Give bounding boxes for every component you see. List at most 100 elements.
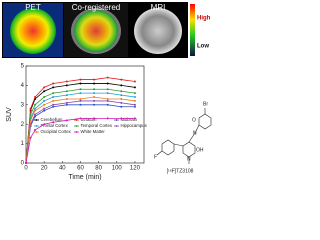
data-point xyxy=(43,96,46,99)
legend-marker xyxy=(115,119,118,121)
data-point xyxy=(34,129,37,132)
data-point xyxy=(93,92,96,95)
legend-marker xyxy=(75,131,78,133)
data-point xyxy=(29,136,32,139)
y-tick-label: 5 xyxy=(21,64,25,70)
colorbar-low: Low xyxy=(197,44,209,50)
atom: N xyxy=(193,130,197,136)
data-point xyxy=(52,86,55,89)
plot-frame xyxy=(25,65,145,164)
legend-label: Cerebellum xyxy=(41,117,63,122)
x-tick-label: 80 xyxy=(95,166,102,172)
y-tick-label: 4 xyxy=(21,83,25,89)
data-point xyxy=(106,92,109,95)
data-point xyxy=(133,103,136,106)
data-point xyxy=(120,90,123,93)
legend-marker xyxy=(35,125,38,127)
colorbar xyxy=(190,4,195,56)
data-point xyxy=(133,99,136,102)
data-point xyxy=(65,90,68,93)
bond xyxy=(194,124,200,134)
ring xyxy=(198,113,212,130)
legend-label: White Matter xyxy=(81,129,106,134)
data-point xyxy=(52,103,55,106)
atom: N xyxy=(187,156,191,162)
data-point xyxy=(52,105,55,108)
data-point xyxy=(133,86,136,89)
brain-images: PET Co-registered MRI High Low xyxy=(2,2,211,58)
data-point xyxy=(43,99,46,102)
data-point xyxy=(65,103,68,106)
atom: OH xyxy=(196,147,204,153)
legend-label: Occipital Cortex xyxy=(41,129,72,134)
data-point xyxy=(79,88,82,91)
data-point xyxy=(93,88,96,91)
data-point xyxy=(79,117,82,120)
data-point xyxy=(79,103,82,106)
y-tick-label: 0 xyxy=(21,161,25,167)
data-point xyxy=(43,123,46,126)
y-tick-label: 3 xyxy=(21,102,25,108)
data-point xyxy=(93,117,96,120)
x-tick-label: 20 xyxy=(41,166,48,172)
data-point xyxy=(52,96,55,99)
colorbar-high: High xyxy=(197,16,211,22)
coreg-brain xyxy=(74,10,118,52)
data-point xyxy=(65,119,68,122)
bond xyxy=(173,143,184,147)
data-point xyxy=(79,99,82,102)
atom: O xyxy=(192,117,196,123)
data-point xyxy=(43,107,46,110)
legend-label: Midbrain xyxy=(121,117,138,122)
data-point xyxy=(52,92,55,95)
panel-label: MRI xyxy=(151,3,166,12)
legend-label: Striatum xyxy=(81,117,97,122)
data-point xyxy=(65,84,68,87)
data-point xyxy=(43,109,46,112)
data-point xyxy=(93,99,96,102)
x-axis-label: Time (min) xyxy=(68,174,101,181)
ring xyxy=(161,139,175,156)
legend-label: Temporal Cortex xyxy=(81,123,113,128)
data-point xyxy=(34,109,37,112)
data-point xyxy=(34,96,37,99)
legend-label: Hippocampus xyxy=(121,123,147,128)
x-tick-label: 120 xyxy=(130,166,141,172)
data-point xyxy=(106,82,109,85)
x-tick-label: 0 xyxy=(24,166,28,172)
ring xyxy=(182,141,196,158)
data-point xyxy=(120,78,123,81)
data-point xyxy=(106,103,109,106)
data-point xyxy=(65,94,68,97)
data-point xyxy=(34,107,37,110)
data-point xyxy=(93,96,96,99)
data-point xyxy=(120,105,123,108)
data-point xyxy=(43,86,46,89)
legend-label: Frontal Cortex xyxy=(41,123,69,128)
data-point xyxy=(93,82,96,85)
data-point xyxy=(106,88,109,91)
bond xyxy=(188,132,196,143)
data-point xyxy=(106,99,109,102)
data-point xyxy=(120,117,123,120)
y-tick-label: 1 xyxy=(21,141,25,147)
atom: F xyxy=(154,154,157,160)
data-point xyxy=(120,84,123,87)
data-point xyxy=(106,97,109,100)
legend-marker xyxy=(75,119,78,121)
bond xyxy=(156,150,163,156)
data-point xyxy=(52,82,55,85)
legend-marker xyxy=(35,131,38,133)
x-tick-label: 100 xyxy=(112,166,123,172)
data-point xyxy=(43,103,46,106)
data-point xyxy=(133,117,136,120)
data-point xyxy=(133,96,136,99)
data-point xyxy=(93,103,96,106)
y-axis-label: SUV xyxy=(6,107,13,122)
data-point xyxy=(120,97,123,100)
data-point xyxy=(120,94,123,97)
data-point xyxy=(52,121,55,124)
data-point xyxy=(43,90,46,93)
y-tick-label: 2 xyxy=(21,122,25,128)
figure: PET Co-registered MRI High Low 0 1 2 3 4 5 0 20… xyxy=(2,2,212,181)
